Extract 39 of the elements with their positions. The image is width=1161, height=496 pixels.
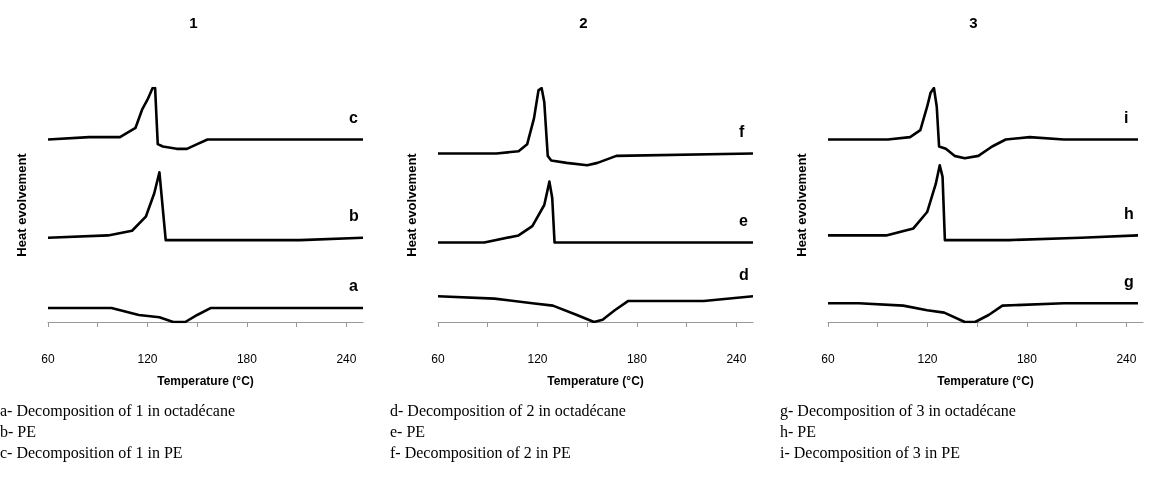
series-label: e	[739, 211, 748, 229]
x-tick-label: 240	[726, 352, 747, 366]
y-axis-title: Heat evolvement	[794, 152, 809, 257]
x-tick-label: 60	[41, 352, 55, 366]
chart-title: 2	[579, 14, 588, 31]
x-axis-title: Temperature (°C)	[937, 374, 1034, 388]
text: f- Decomposition of 2 in PE	[390, 443, 572, 463]
chart-title: 1	[189, 14, 198, 31]
text: i- Decomposition of 3 in PE	[780, 443, 961, 463]
series-label: c	[349, 108, 358, 126]
x-tick-label: 60	[821, 352, 835, 366]
series-label: i	[1124, 108, 1129, 126]
text: b- PE	[0, 422, 37, 442]
text: e- PE	[390, 422, 427, 442]
x-tick-label: 60	[431, 352, 445, 366]
text: d- Decomposition of 2 in octadécane	[390, 401, 627, 421]
text: c- Decomposition of 1 in PE	[0, 443, 184, 463]
x-tick-label: 120	[137, 352, 158, 366]
x-axis-title: Temperature (°C)	[157, 374, 254, 388]
x-tick-label: 180	[626, 352, 648, 366]
x-tick-label: 120	[527, 352, 548, 366]
series-label: b	[349, 207, 359, 225]
x-tick-label: 240	[336, 352, 357, 366]
text: a- Decomposition of 1 in octadécane	[0, 401, 237, 421]
series-label: g	[1124, 272, 1134, 290]
y-axis-title: Heat evolvement	[14, 152, 29, 257]
series-label: a	[349, 277, 358, 295]
series-label: h	[1124, 204, 1134, 222]
x-axis-title: Temperature (°C)	[547, 374, 644, 388]
x-tick-label: 240	[1116, 352, 1137, 366]
series-label: f	[739, 123, 745, 141]
series-label: d	[739, 265, 749, 283]
x-tick-label: 180	[236, 352, 258, 366]
x-tick-label: 180	[1016, 352, 1038, 366]
text: g- Decomposition of 3 in octadécane	[780, 401, 1017, 421]
y-axis-title: Heat evolvement	[404, 152, 419, 257]
x-tick-label: 120	[917, 352, 938, 366]
text: h- PE	[780, 422, 817, 442]
chart-title: 3	[969, 14, 978, 31]
